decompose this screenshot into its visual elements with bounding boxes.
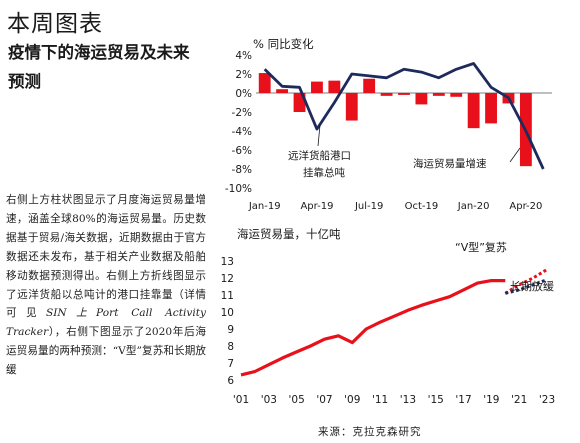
chart-2-x-tick-label: '07 bbox=[316, 394, 332, 406]
chart-2-annotation: “V型”复苏 bbox=[455, 240, 507, 254]
chart-2-x-tick-label: '05 bbox=[289, 394, 305, 406]
chart-1-bar bbox=[432, 93, 445, 96]
chart-1-y-tick-label: -8% bbox=[232, 164, 252, 176]
chart-2-v-recovery-line bbox=[504, 268, 548, 295]
chart-2-x-tick-label: '01 bbox=[233, 394, 249, 406]
chart-2-y-tick-label: 11 bbox=[221, 290, 234, 302]
chart-1-bar bbox=[467, 93, 480, 129]
chart-1-bar bbox=[415, 93, 428, 105]
chart-1-bar bbox=[258, 73, 271, 93]
chart-2-y-tick-label: 7 bbox=[227, 358, 234, 370]
page-heading: 本周图表 bbox=[7, 11, 103, 37]
chart-1-bar bbox=[450, 93, 463, 97]
left-text-column: 本周图表 疫情下的海运贸易及未来预测 右侧上方柱状图显示了月度海运贸易量增速，涵… bbox=[0, 0, 208, 443]
chart-1-y-tick-label: 2% bbox=[235, 69, 252, 81]
chart-1-line-series bbox=[263, 62, 545, 170]
page-title: 疫情下的海运贸易及未来预测 bbox=[8, 43, 190, 91]
chart-2-x-tick-label: '23 bbox=[539, 394, 555, 406]
chart-1-bar bbox=[380, 93, 393, 96]
chart-1-x-tick-label: Jan-20 bbox=[457, 201, 490, 212]
chart-1-x-tick-label: Apr-20 bbox=[509, 201, 542, 212]
chart-2-history-line bbox=[240, 279, 506, 377]
chart-2-x-tick-label: '09 bbox=[344, 394, 360, 406]
chart-1-bar bbox=[345, 93, 358, 121]
source-note: 来源：克拉克森研究 bbox=[318, 426, 422, 438]
chart-1-annotation: 挂靠总吨 bbox=[303, 166, 345, 179]
chart-1-annotation: 远洋货船港口 bbox=[288, 149, 351, 162]
chart-2-x-tick-label: '21 bbox=[511, 394, 527, 406]
chart-1-annotation: 海运贸易量增速 bbox=[413, 157, 487, 170]
chart-2-y-tick-label: 8 bbox=[227, 341, 234, 353]
chart-2-x-tick-label: '03 bbox=[261, 394, 277, 406]
chart-2-x-tick-label: '15 bbox=[428, 394, 444, 406]
chart-2-y-tick-label: 9 bbox=[227, 324, 234, 336]
chart-2-y-tick-label: 13 bbox=[221, 256, 234, 268]
body-text: 右侧上方柱状图显示了月度海运贸易量增速，涵盖全球80%的海运贸易量。历史数据基于… bbox=[6, 191, 206, 380]
chart-1-y-tick-label: -10% bbox=[225, 183, 252, 195]
body-text-part: 右侧上方柱状图显示了月度海运贸易量增速，涵盖全球80%的海运贸易量。历史数据基于… bbox=[6, 194, 206, 320]
chart-1-annotation-leader bbox=[509, 147, 521, 163]
chart-2-x-tick-label: '19 bbox=[483, 394, 499, 406]
chart-1-annotation-leader bbox=[317, 124, 321, 147]
chart-1-bar bbox=[276, 89, 289, 93]
chart-1-bar bbox=[398, 93, 410, 95]
chart-1-y-tick-label: -6% bbox=[232, 145, 252, 157]
chart-2-x-tick-label: '17 bbox=[455, 394, 471, 406]
chart-1-bar bbox=[363, 78, 376, 93]
chart-1-y-tick-label: -2% bbox=[232, 107, 252, 119]
chart-2-x-tick-label: '13 bbox=[400, 394, 416, 406]
chart-2-x-tick-label: '11 bbox=[372, 394, 388, 406]
chart-1-x-tick-label: Oct-19 bbox=[405, 201, 439, 212]
chart-2-y-tick-label: 6 bbox=[227, 375, 234, 387]
chart-2-title: 海运贸易量，十亿吨 bbox=[237, 227, 341, 241]
chart-1-x-tick-label: Apr-19 bbox=[300, 201, 333, 212]
chart-2-annotation: 长期放缓 bbox=[510, 279, 554, 293]
chart-1-bar bbox=[311, 81, 323, 93]
chart-1-x-tick-label: Jul-19 bbox=[354, 201, 383, 212]
chart-1-y-tick-label: -4% bbox=[232, 126, 252, 138]
chart-1-title: % 同比变化 bbox=[253, 37, 314, 51]
chart-1-bar bbox=[485, 93, 497, 124]
body-text-part: ），右侧下图显示了2020年后海运贸易量的两种预测：“V型”复苏和长期放缓 bbox=[6, 326, 206, 377]
chart-1-y-tick-label: 4% bbox=[235, 50, 252, 62]
body-text-emphasis: SIN上Port Call Activity Tracker bbox=[6, 307, 207, 339]
chart-2-slowdown-line bbox=[504, 278, 548, 295]
chart-1-y-tick-label: 0% bbox=[235, 88, 252, 100]
chart-2-y-tick-label: 12 bbox=[221, 273, 234, 285]
chart-2-y-tick-label: 10 bbox=[221, 307, 234, 319]
chart-1-x-tick-label: Jan-19 bbox=[248, 201, 281, 212]
chart-1-bar bbox=[328, 80, 341, 93]
chart-1-bar bbox=[293, 93, 306, 112]
